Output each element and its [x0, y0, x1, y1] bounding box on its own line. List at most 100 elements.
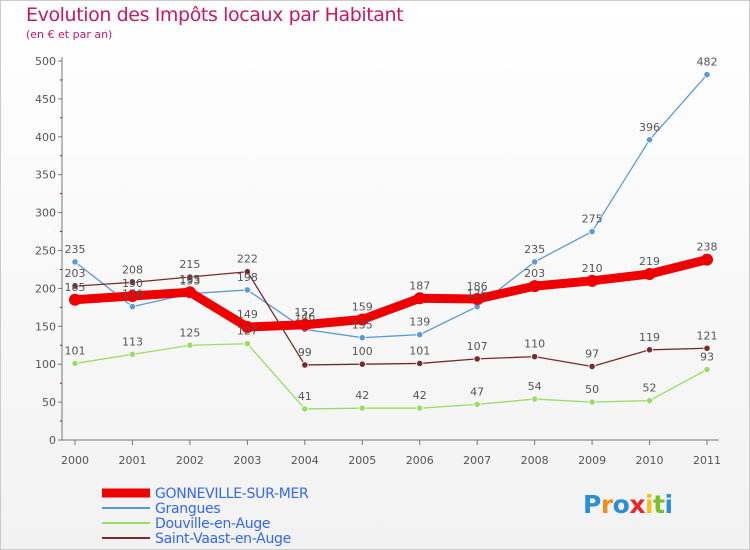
data-point — [588, 227, 596, 236]
data-label: 235 — [524, 243, 545, 256]
y-tick-label: 100 — [35, 358, 56, 371]
data-label: 275 — [582, 213, 603, 226]
x-tick-label: 2010 — [636, 454, 664, 467]
x-tick-label: 2008 — [521, 454, 549, 467]
y-tick-label: 200 — [35, 282, 56, 295]
legend-label: Douville-en-Auge — [155, 516, 270, 532]
data-point — [71, 258, 79, 266]
y-tick-label: 50 — [42, 396, 56, 409]
data-point — [128, 350, 137, 358]
x-tick-label: 2011 — [693, 454, 721, 467]
logo-letter: x — [629, 490, 645, 519]
series-line-grangues — [74, 73, 708, 339]
series-line-saint-vaast-en-auge — [74, 271, 708, 368]
data-point — [473, 400, 481, 408]
logo-letter: t — [653, 490, 665, 519]
data-label: 97 — [585, 347, 599, 360]
data-point — [416, 331, 424, 339]
data-label: 42 — [355, 389, 369, 402]
x-tick-label: 2006 — [406, 454, 434, 467]
data-point — [643, 267, 656, 280]
data-point — [588, 398, 596, 406]
data-point — [301, 405, 309, 413]
data-point — [183, 286, 196, 299]
x-tick-label: 2000 — [61, 454, 89, 467]
data-point — [128, 302, 137, 311]
data-label: 222 — [237, 253, 258, 266]
data-point — [645, 346, 654, 354]
data-point — [356, 313, 369, 326]
data-label: 203 — [524, 267, 545, 280]
data-label: 100 — [352, 345, 373, 358]
data-label: 52 — [643, 382, 657, 395]
data-label: 219 — [639, 255, 660, 268]
data-point — [69, 293, 81, 306]
series-line-douville-en-auge — [74, 343, 708, 410]
data-label: 185 — [65, 281, 86, 294]
logo-letter: i — [664, 490, 674, 519]
data-label: 54 — [528, 380, 542, 393]
proxiti-logo: Proxiti — [583, 490, 673, 519]
data-label: 50 — [585, 383, 599, 396]
y-tick-label: 300 — [35, 207, 56, 220]
data-point — [186, 341, 194, 349]
data-label: 176 — [122, 288, 143, 301]
data-point — [703, 365, 711, 374]
x-tick-label: 2004 — [291, 454, 319, 467]
series-lines — [69, 71, 713, 413]
data-label: 176 — [467, 288, 488, 301]
y-tick-label: 250 — [35, 245, 56, 258]
data-point — [416, 404, 424, 412]
y-tick-label: 450 — [35, 93, 56, 106]
data-label: 149 — [237, 308, 258, 321]
x-tick-label: 2009 — [578, 454, 606, 467]
data-label: 215 — [179, 258, 200, 271]
data-label: 110 — [524, 338, 545, 351]
x-tick-label: 2002 — [176, 454, 204, 467]
data-point — [471, 293, 484, 306]
data-label: 193 — [179, 275, 200, 288]
chart-subtitle: (en € et par an) — [26, 28, 113, 41]
data-label: 159 — [352, 300, 373, 313]
data-label: 135 — [352, 319, 373, 332]
data-point — [416, 359, 424, 368]
data-label: 99 — [298, 346, 312, 359]
chart-title: Evolution des Impôts locaux par Habitant — [26, 4, 404, 26]
data-label: 187 — [409, 279, 430, 292]
data-point — [243, 340, 251, 348]
data-point — [358, 360, 366, 368]
data-label: 93 — [700, 351, 714, 364]
data-label: 47 — [470, 385, 484, 398]
data-point — [358, 404, 366, 412]
y-tick-label: 400 — [35, 131, 56, 144]
data-point — [531, 395, 539, 403]
data-point — [243, 268, 251, 276]
legend: GONNEVILLE-SUR-MERGranguesDouville-en-Au… — [102, 486, 309, 547]
x-tick-label: 2001 — [118, 454, 146, 467]
y-tick-label: 150 — [35, 320, 56, 333]
legend-label: GONNEVILLE-SUR-MER — [155, 486, 309, 502]
data-label: 125 — [179, 326, 200, 339]
data-labels: 235 176 193 198 146 135 139 176 235 275 396 482 101 1… — [65, 56, 718, 403]
data-label: 101 — [65, 344, 86, 357]
logo-letter: i — [645, 490, 654, 519]
data-label: 195 — [179, 273, 200, 286]
logo-letter: P — [583, 490, 601, 519]
data-point — [645, 396, 654, 405]
data-point — [473, 355, 481, 363]
data-point — [243, 286, 251, 294]
data-point — [413, 292, 426, 305]
data-label: 186 — [467, 280, 488, 293]
data-label: 208 — [122, 263, 143, 276]
legend-label: Grangues — [155, 501, 220, 517]
data-label: 42 — [413, 389, 427, 402]
logo-letter: o — [612, 490, 630, 519]
logo-letter: r — [600, 490, 613, 519]
y-tick-label: 500 — [35, 55, 56, 68]
data-label: 113 — [122, 335, 143, 348]
data-point — [703, 344, 711, 352]
legend-label: Saint-Vaast-en-Auge — [155, 531, 291, 547]
y-tick-label: 350 — [35, 169, 56, 182]
